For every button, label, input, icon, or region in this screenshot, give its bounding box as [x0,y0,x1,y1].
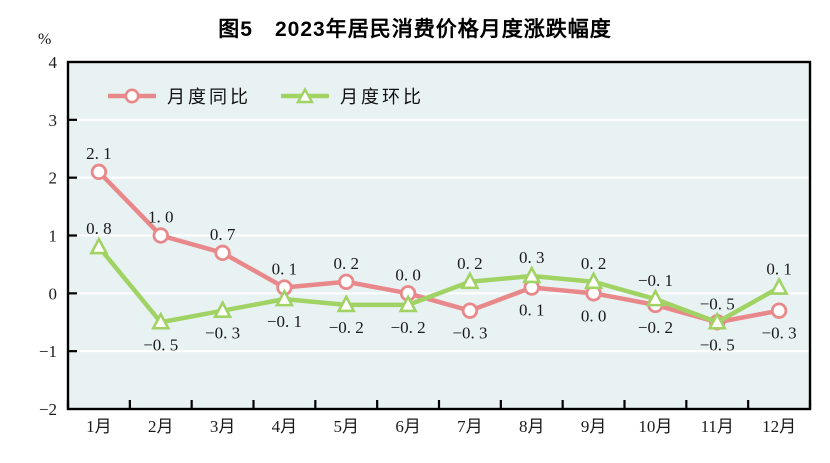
data-point-circle [770,302,788,319]
y-axis-tick-label: −2 [39,400,57,419]
data-point-triangle [707,311,727,330]
data-label: −0. 5 [700,335,735,354]
data-point-circle [461,302,479,319]
y-axis-tick-label: −1 [39,342,57,361]
legend-line-circle-icon [108,88,156,104]
data-label: 0. 3 [519,248,545,267]
y-axis-tick-label: 0 [49,284,58,303]
series-line-huanbi [96,244,782,325]
data-label: 0. 8 [86,219,112,238]
data-label: 1. 0 [148,208,174,227]
legend-item-huanbi: 月度环比 [281,83,424,109]
data-label: −0. 2 [638,318,673,337]
data-point-triangle [522,265,542,284]
data-label: −0. 3 [762,324,797,343]
x-axis-tick-label: 11月 [701,417,734,436]
legend: 月度同比 月度环比 [108,84,424,108]
data-point-triangle [645,288,666,307]
data-label: −0. 1 [638,271,673,290]
legend-label-huanbi: 月度环比 [340,87,424,107]
data-label: 0. 0 [581,306,607,325]
data-point-circle [214,244,231,262]
y-axis-tick-label: 3 [49,111,58,130]
data-label: 0. 7 [210,225,236,244]
data-point-triangle [89,236,109,255]
data-label: 0. 1 [272,260,298,279]
y-axis-unit-label: % [38,31,52,48]
data-label: −0. 2 [329,318,364,337]
data-label: −0. 5 [143,335,178,354]
x-axis-tick-label: 8月 [519,417,545,436]
legend-label-tongbi: 月度同比 [167,87,251,107]
data-point-circle [152,227,169,244]
y-axis-tick-label: 2 [49,169,58,188]
data-point-triangle [151,311,171,330]
data-point-circle [338,273,355,290]
x-axis-tick-label: 10月 [638,417,672,436]
data-label: 0. 1 [519,301,545,320]
legend-item-tongbi: 月度同比 [108,83,251,109]
data-point-triangle [336,294,356,313]
x-axis-tick-label: 6月 [395,417,421,436]
data-point-triangle [398,294,418,313]
x-axis-tick-label: 12月 [762,417,796,436]
x-axis-tick-label: 9月 [581,417,607,436]
x-axis-tick-label: 2月 [148,417,174,436]
y-axis-tick-label: 4 [49,53,58,72]
x-axis-tick-label: 1月 [86,417,112,436]
legend-line-triangle-icon [281,87,329,104]
data-label: 0. 2 [334,254,360,273]
chart-title: 图5 2023年居民消费价格月度涨跌幅度 [218,18,612,41]
series-line-tongbi [96,169,782,325]
data-label: 0. 2 [457,254,483,273]
data-label: 0. 0 [395,265,421,284]
data-point-triangle [460,271,480,290]
data-label: −0. 3 [205,324,240,343]
data-point-triangle [212,299,233,318]
data-point-triangle [274,288,295,307]
data-label: 0. 2 [581,254,607,273]
data-label: −0. 1 [267,312,302,331]
y-axis-tick-label: 1 [49,227,58,246]
data-label: 2. 1 [86,144,112,163]
data-label: −0. 2 [391,318,426,337]
data-point-triangle [769,276,789,295]
x-axis-tick-label: 4月 [272,417,298,436]
data-point-triangle [583,271,604,290]
x-axis-tick-label: 5月 [334,417,360,436]
data-point-circle [90,163,108,181]
x-axis-tick-label: 3月 [210,417,236,436]
x-axis-tick-label: 7月 [457,417,483,436]
data-label: 0. 1 [766,260,792,279]
data-label: −0. 5 [700,294,735,313]
data-label: −0. 3 [452,324,487,343]
